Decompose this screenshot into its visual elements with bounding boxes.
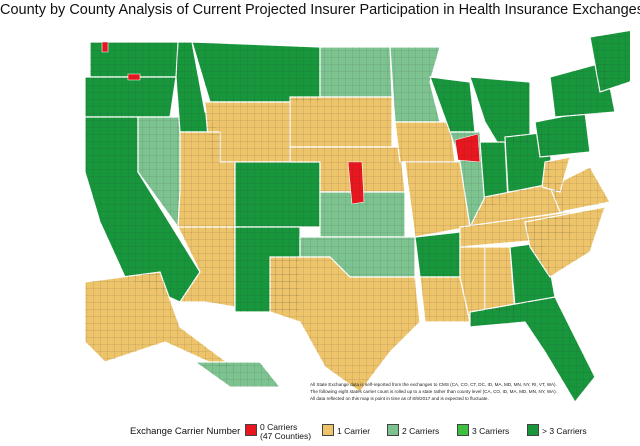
- legend-swatch-three: [457, 424, 469, 436]
- us-county-map: [84, 29, 630, 404]
- legend-label-more: > 3 Carriers: [542, 426, 587, 436]
- legend-swatch-two: [387, 424, 399, 436]
- map-notes: All State Exchange data is self-reported…: [310, 381, 635, 402]
- legend-label-one: 1 Carrier: [337, 426, 371, 436]
- legend-swatch-zero: [245, 424, 257, 436]
- legend-label-zero: 0 Carriers (47 Counties): [260, 422, 312, 441]
- note-line: All data reflected on this map is point …: [310, 396, 489, 401]
- legend-title: Exchange Carrier Number: [130, 426, 241, 437]
- legend-label-three: 3 Carriers: [472, 426, 510, 436]
- note-line: All State Exchange data is self-reported…: [310, 382, 557, 387]
- county-lines: [85, 30, 630, 402]
- legend-swatch-one: [322, 424, 334, 436]
- legend-label-two: 2 Carriers: [402, 426, 440, 436]
- legend-swatch-more: [527, 424, 539, 436]
- map-title: County by County Analysis of Current Pro…: [0, 2, 640, 18]
- note-line: The following eight states carrier count…: [310, 389, 557, 394]
